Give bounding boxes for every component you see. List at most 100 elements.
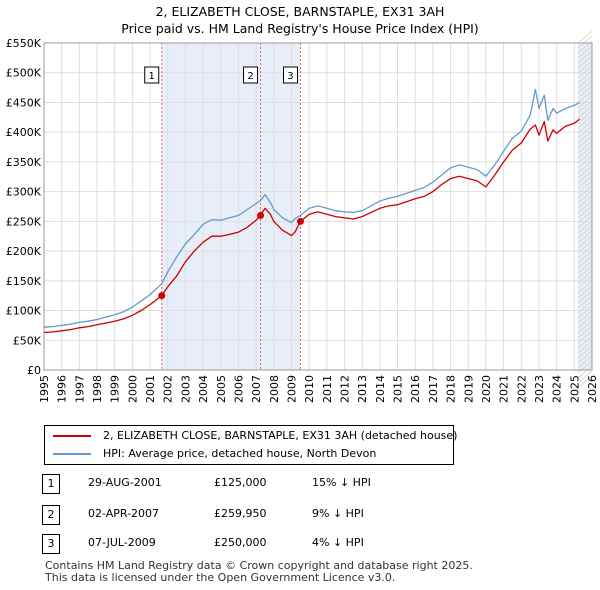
x-tick-label: 2005 <box>215 375 228 403</box>
x-tick-label: 2008 <box>268 375 281 403</box>
hatch-stroke <box>577 80 593 94</box>
hatch-stroke <box>577 30 593 44</box>
x-tick-label: 2026 <box>586 375 599 403</box>
y-tick-label: £200K <box>6 245 42 258</box>
x-tick-label: 2003 <box>179 375 192 403</box>
hatch-stroke <box>577 120 593 134</box>
hatch-stroke <box>577 205 593 219</box>
title-line-1: 2, ELIZABETH CLOSE, BARNSTAPLE, EX31 3AH <box>155 4 445 19</box>
hatch-stroke <box>577 360 593 374</box>
price-chart: 1 2 3 £0 £50K £100K £150K £200K £250K £300K £350K £… <box>6 30 599 403</box>
hatch-stroke <box>577 140 593 154</box>
sale-label-box <box>144 66 160 84</box>
sale-date: 02-APR-2007 <box>88 507 160 520</box>
hatch-stroke <box>577 340 593 354</box>
y-tick-label: £400K <box>6 126 42 139</box>
x-tick-label: 2024 <box>551 375 564 403</box>
plot-frame <box>43 42 593 371</box>
x-tick-label: 1995 <box>38 375 51 403</box>
sale-date: 29-AUG-2001 <box>88 476 162 489</box>
hatch-stroke <box>577 240 593 254</box>
sale-number-badge: 2 <box>42 505 60 525</box>
chart-legend: 2, ELIZABETH CLOSE, BARNSTAPLE, EX31 3AH… <box>44 425 458 465</box>
x-tick-label: 2000 <box>126 375 139 403</box>
hatch-stroke <box>577 90 593 104</box>
hatch-stroke <box>577 135 593 149</box>
hatch-stroke <box>577 220 593 234</box>
hatch-stroke <box>577 215 593 229</box>
sale-price: £250,000 <box>214 536 267 549</box>
sale-label: 1 <box>149 71 155 82</box>
hatch-stroke <box>577 160 593 174</box>
x-tick-label: 2007 <box>250 375 263 403</box>
legend-swatch-price <box>53 435 91 437</box>
hatch-stroke <box>577 85 593 99</box>
x-tick-label: 2018 <box>445 375 458 403</box>
sale-hpi-diff: 9% ↓ HPI <box>312 507 364 520</box>
footer-line-2: This data is licensed under the Open Gov… <box>45 571 396 584</box>
hatch-stroke <box>577 125 593 139</box>
hatch-stroke <box>577 185 593 199</box>
hatch-stroke <box>577 145 593 159</box>
y-tick-label: £150K <box>6 275 42 288</box>
hpi-line <box>43 88 580 328</box>
x-tick-label: 2004 <box>197 375 210 403</box>
hatch-stroke <box>577 195 593 209</box>
sale-label: 2 <box>247 71 253 82</box>
hatch-stroke <box>577 290 593 304</box>
sale-number-badge: 1 <box>42 474 60 494</box>
x-tick-label: 1998 <box>91 375 104 403</box>
hatch-stroke <box>577 45 593 59</box>
x-tick-label: 2001 <box>144 375 157 403</box>
hatch-stroke <box>577 55 593 69</box>
hatch-stroke <box>577 60 593 74</box>
hatch-stroke <box>577 335 593 349</box>
hatch-stroke <box>577 65 593 79</box>
sale-label-box <box>243 66 259 84</box>
hatch-stroke <box>577 225 593 239</box>
x-tick-label: 1997 <box>73 375 86 403</box>
y-tick-label: £250K <box>6 215 42 228</box>
x-tick-label: 2017 <box>427 375 440 403</box>
hatch-stroke <box>577 370 593 384</box>
y-tick-label: £300K <box>6 186 42 199</box>
hatch-stroke <box>577 320 593 334</box>
x-tick-label: 1999 <box>109 375 122 403</box>
hatch-stroke <box>577 270 593 284</box>
hatch-stroke <box>577 250 593 264</box>
hatch-stroke <box>577 210 593 224</box>
sale-point <box>296 217 304 225</box>
hatch-stroke <box>577 190 593 204</box>
x-tick-label: 2023 <box>533 375 546 403</box>
hatch-stroke <box>577 375 593 389</box>
y-tick-label: £450K <box>6 96 42 109</box>
sale-row: 1 29-AUG-2001 £125,000 15% ↓ HPI <box>42 474 562 494</box>
sale-hpi-diff: 15% ↓ HPI <box>312 476 371 489</box>
legend-label-price: 2, ELIZABETH CLOSE, BARNSTAPLE, EX31 3AH… <box>103 429 458 442</box>
sale-row: 3 07-JUL-2009 £250,000 4% ↓ HPI <box>42 534 562 554</box>
hatch-stroke <box>577 300 593 314</box>
x-tick-label: 2021 <box>498 375 511 403</box>
y-tick-label: £500K <box>6 67 42 80</box>
hatch-stroke <box>577 280 593 294</box>
x-tick-label: 2015 <box>392 375 405 403</box>
hatch-stroke <box>577 170 593 184</box>
sale-hpi-diff: 4% ↓ HPI <box>312 536 364 549</box>
sale-label: 3 <box>287 71 293 82</box>
y-tick-label: £350K <box>6 156 42 169</box>
hatch-stroke <box>577 175 593 189</box>
x-tick-label: 2020 <box>480 375 493 403</box>
hatch-stroke <box>577 325 593 339</box>
x-tick-label: 2012 <box>339 375 352 403</box>
y-tick-label: £50K <box>13 334 42 347</box>
hatch-stroke <box>577 355 593 369</box>
legend-label-hpi: HPI: Average price, detached house, Nort… <box>103 447 377 460</box>
hatch-stroke <box>577 315 593 329</box>
hatch-stroke <box>577 345 593 359</box>
shaded-range <box>161 43 301 370</box>
hatch-stroke <box>577 155 593 169</box>
hatch-stroke <box>577 50 593 64</box>
y-tick-label: £100K <box>6 305 42 318</box>
sale-label-box <box>282 66 298 84</box>
hatch-stroke <box>577 35 593 49</box>
